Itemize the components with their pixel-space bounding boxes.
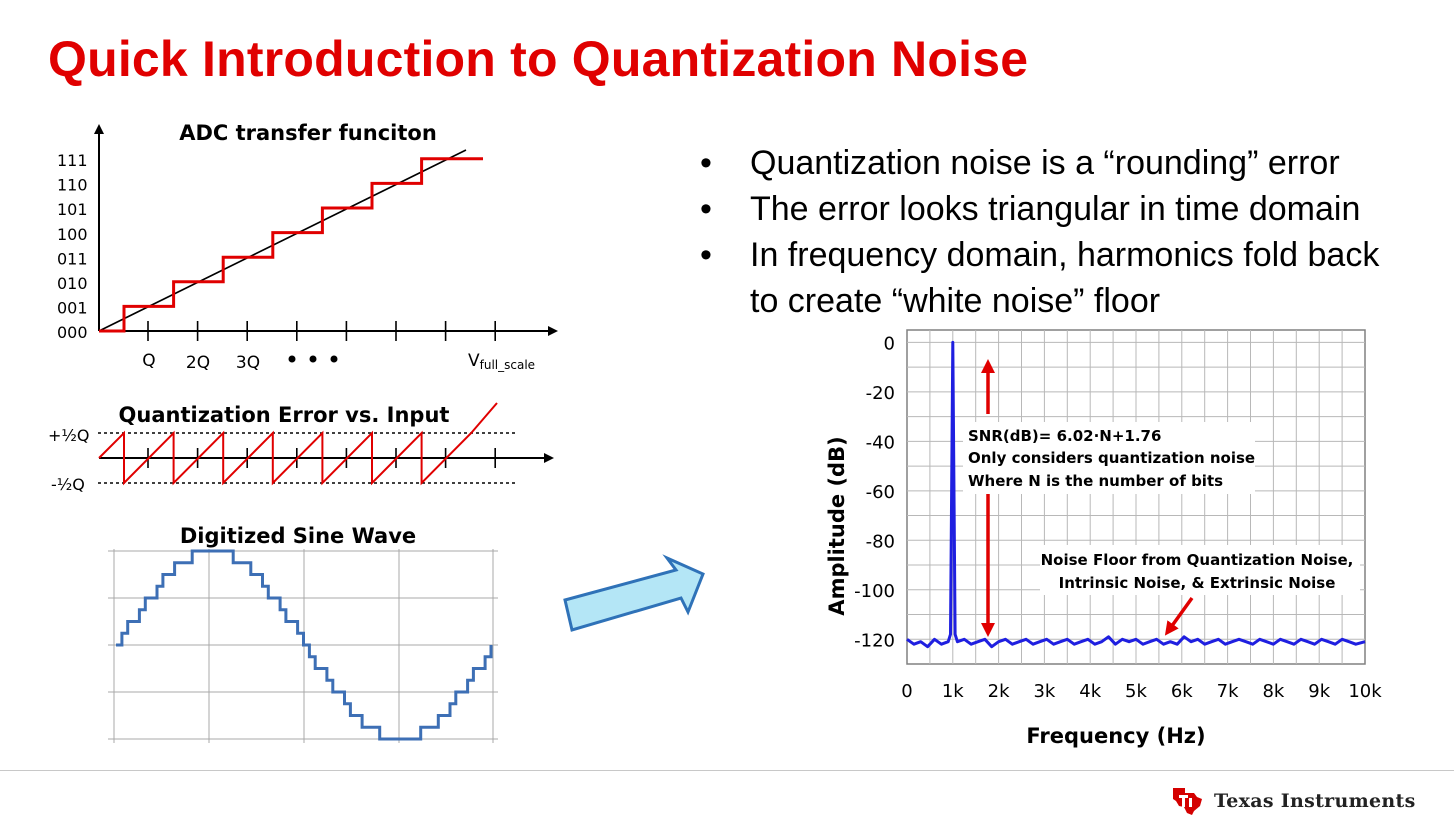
noise-floor-annotation-box <box>1040 545 1360 595</box>
upper-error-label: +½Q <box>48 426 90 445</box>
transfer-x-ticks <box>147 321 497 341</box>
y-tick-label: -80 <box>866 531 895 552</box>
noise-floor-text-1: Noise Floor from Quantization Noise, <box>1041 551 1354 569</box>
page-title: Quick Introduction to Quantization Noise <box>48 31 1029 87</box>
y-tick-label: -20 <box>866 383 895 404</box>
chart-y-axis-label: Amplitude (dB) <box>825 436 849 615</box>
y-code-label: 110 <box>57 176 88 195</box>
y-tick-label: -60 <box>866 482 895 503</box>
quantization-error-diagram: Quantization Error vs. Input +½Q -½Q <box>48 402 554 494</box>
digitized-sine-wave <box>116 549 493 741</box>
noise-floor-arrow <box>1164 596 1194 636</box>
ellipsis-dots <box>288 355 338 363</box>
bullet-item: • In frequency domain, harmonics fold bac… <box>700 236 1380 320</box>
error-sawtooth <box>98 402 498 486</box>
bullet-item: • Quantization noise is a “rounding” erro… <box>700 144 1340 182</box>
x-tick-label: 0 <box>901 681 912 702</box>
lower-error-label: -½Q <box>51 475 85 494</box>
x-tick-label: 10k <box>1348 681 1382 702</box>
x-tick-label: 8k <box>1262 681 1284 702</box>
y-tick-label: -40 <box>866 432 895 453</box>
brand-name: Texas Instruments <box>1214 790 1416 812</box>
snr-formula-text: SNR(dB)= 6.02·N+1.76 <box>968 427 1161 445</box>
x-tick-label: 7k <box>1217 681 1239 702</box>
x-tick-label: 3Q <box>236 353 260 373</box>
bullet-text: The error looks triangular in time domai… <box>750 190 1361 228</box>
y-code-label: 001 <box>57 299 88 318</box>
error-title: Quantization Error vs. Input <box>119 403 450 427</box>
bullet-item: • The error looks triangular in time doma… <box>700 190 1361 228</box>
bullet-text: Quantization noise is a “rounding” error <box>750 144 1340 182</box>
texas-state-logo-icon <box>1173 788 1202 815</box>
x-tick-label: 3k <box>1033 681 1055 702</box>
chart-grid <box>907 330 1365 664</box>
spectrum-chart: 0 -20 -40 -60 -80 -100 -120 0 1k 2k 3k 4k 5k 6k 7k 8k 9… <box>825 329 1382 748</box>
y-code-label: 101 <box>57 200 88 219</box>
bullet-text: In frequency domain, harmonics fold back… <box>750 236 1380 320</box>
footer-divider <box>0 770 1454 771</box>
x-tick-label: 1k <box>942 681 964 702</box>
right-arrow-icon <box>563 554 705 632</box>
y-tick-label: 0 <box>884 333 895 354</box>
x-tick-label: 6k <box>1171 681 1193 702</box>
adc-transfer-diagram: ADC transfer funciton 111 110 101 100 011 010… <box>57 121 558 373</box>
y-code-label: 010 <box>57 274 88 293</box>
transfer-title: ADC transfer funciton <box>179 121 437 145</box>
bullet-list: • Quantization noise is a “rounding” erro… <box>700 140 1379 324</box>
chart-x-axis-label: Frequency (Hz) <box>1026 724 1205 748</box>
brand-logo: Texas Instruments <box>1170 786 1416 816</box>
chart-x-tick-labels: 0 1k 2k 3k 4k 5k 6k 7k 8k 9k 10k <box>901 681 1382 702</box>
y-code-label: 000 <box>57 323 88 342</box>
x-tick-label: 4k <box>1079 681 1101 702</box>
ideal-transfer-line <box>98 149 467 332</box>
sine-title: Digitized Sine Wave <box>180 524 416 548</box>
y-tick-label: -100 <box>854 581 895 602</box>
snr-note-text: Only considers quantization noise <box>968 449 1255 467</box>
quantized-staircase <box>99 157 483 333</box>
y-code-label: 011 <box>57 249 88 268</box>
full-scale-label: Vfull_scale <box>468 351 535 372</box>
snr-annotation-box <box>963 422 1255 494</box>
noise-floor-text-2: Intrinsic Noise, & Extrinsic Noise <box>1059 574 1336 592</box>
spectrum-series <box>906 340 1366 649</box>
snr-bits-text: Where N is the number of bits <box>968 472 1223 490</box>
y-code-label: 100 <box>57 225 88 244</box>
x-tick-label: 5k <box>1125 681 1147 702</box>
digitized-sine-diagram: Digitized Sine Wave <box>108 524 498 743</box>
transfer-y-labels: 111 110 101 100 011 010 001 000 <box>57 151 88 342</box>
y-tick-label: -120 <box>854 630 895 651</box>
x-tick-label: Q <box>142 351 155 371</box>
x-tick-label: 2Q <box>186 353 210 373</box>
chart-y-tick-labels: 0 -20 -40 -60 -80 -100 -120 <box>854 333 895 651</box>
x-tick-label: 2k <box>988 681 1010 702</box>
y-code-label: 111 <box>57 151 88 170</box>
x-tick-label: 9k <box>1308 681 1330 702</box>
